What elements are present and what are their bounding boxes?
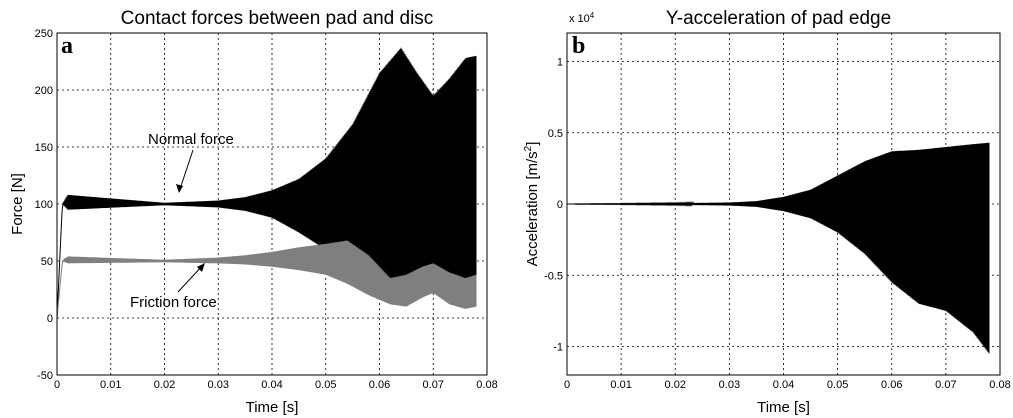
y-tick-label: 150 bbox=[35, 142, 53, 154]
panel-b-exponent-power: 4 bbox=[590, 11, 595, 20]
x-tick-label: 0.01 bbox=[100, 379, 121, 391]
x-tick-label: 0.07 bbox=[423, 379, 444, 391]
normal-force-arrow bbox=[178, 149, 194, 193]
panel-b-chart: Y-acceleration of pad edge Time [s] b x … bbox=[523, 8, 1011, 416]
y-tick-label: 100 bbox=[35, 199, 53, 211]
y-tick-label: 0.5 bbox=[548, 128, 563, 140]
x-tick-label: 0 bbox=[564, 379, 570, 391]
x-tick-label: 0.05 bbox=[315, 379, 336, 391]
series-trace bbox=[56, 240, 477, 319]
y-tick-label: 200 bbox=[35, 85, 53, 97]
x-tick-label: 0 bbox=[54, 379, 60, 391]
panel-b-xlabel: Time [s] bbox=[757, 399, 810, 416]
x-tick-label: 0.08 bbox=[476, 379, 497, 391]
series-friction-force bbox=[56, 240, 477, 319]
panel-a-xlabel: Time [s] bbox=[246, 399, 299, 416]
x-tick-label: 0.06 bbox=[369, 379, 390, 391]
x-tick-label: 0.02 bbox=[665, 379, 686, 391]
x-tick-label: 0.05 bbox=[827, 379, 848, 391]
x-tick-label: 0.01 bbox=[610, 379, 631, 391]
y-tick-label: 50 bbox=[41, 256, 53, 268]
x-tick-label: 0.03 bbox=[208, 379, 229, 391]
plot-frame bbox=[56, 32, 488, 376]
x-tick-label: 0.04 bbox=[773, 379, 794, 391]
panel-a-ylabel: Force [N] bbox=[9, 173, 26, 235]
panel-b-title: Y-acceleration of pad edge bbox=[666, 8, 891, 29]
series-trace bbox=[567, 142, 990, 354]
series-acceleration bbox=[567, 142, 990, 354]
panel-b-ylabel: Acceleration [m/s2] bbox=[523, 142, 541, 267]
x-tick-label: 0.02 bbox=[154, 379, 175, 391]
x-tick-label: 0.04 bbox=[261, 379, 282, 391]
y-tick-label: -50 bbox=[37, 370, 53, 382]
y-tick-label: 1 bbox=[557, 57, 563, 69]
y-tick-label: 0 bbox=[557, 199, 563, 211]
panel-a-letter: a bbox=[61, 33, 73, 59]
panel-b-letter: b bbox=[572, 33, 585, 59]
y-tick-label: 250 bbox=[35, 28, 53, 40]
y-tick-label: -0.5 bbox=[544, 270, 563, 282]
y-tick-label: -1 bbox=[553, 342, 563, 354]
x-tick-label: 0.07 bbox=[935, 379, 956, 391]
panel-b-exponent-base: x 10 bbox=[569, 13, 590, 25]
normal-force-annotation: Normal force bbox=[148, 131, 234, 148]
y-tick-label: 0 bbox=[47, 313, 53, 325]
x-tick-label: 0.03 bbox=[719, 379, 740, 391]
panel-a-title: Contact forces between pad and disc bbox=[121, 8, 434, 29]
series-trace bbox=[56, 47, 477, 319]
x-tick-label: 0.08 bbox=[989, 379, 1010, 391]
series-normal-force bbox=[56, 47, 477, 319]
plot-frame bbox=[566, 32, 1001, 376]
panel-a-chart: Contact forces between pad and disc Forc… bbox=[9, 8, 498, 416]
x-tick-label: 0.06 bbox=[881, 379, 902, 391]
friction-force-annotation: Friction force bbox=[130, 294, 217, 311]
panel-b-y-exponent: x 104 bbox=[569, 11, 595, 25]
friction-force-arrowhead bbox=[197, 263, 205, 272]
normal-force-arrowhead bbox=[176, 184, 183, 193]
